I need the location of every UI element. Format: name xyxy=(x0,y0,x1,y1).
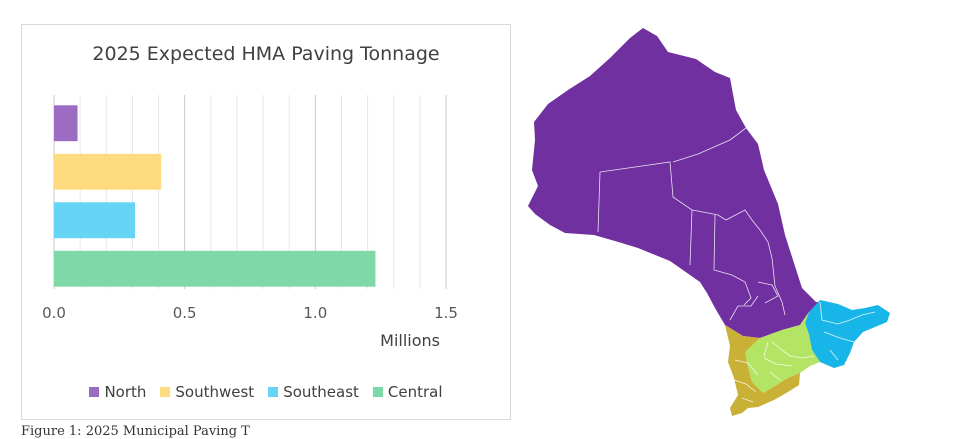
chart-legend: North Southwest Southeast Central xyxy=(22,383,510,401)
map-region-central xyxy=(745,312,820,393)
legend-item-central: Central xyxy=(372,383,443,401)
legend-swatch-southeast xyxy=(268,387,279,397)
chart-panel: 2025 Expected HMA Paving Tonnage 0.0 0.5 1… xyxy=(21,24,511,420)
bar-central xyxy=(54,250,376,287)
map-region-north xyxy=(528,28,825,338)
map-borders xyxy=(597,127,876,403)
map-region-southeast xyxy=(805,300,890,368)
ontario-region-map xyxy=(528,28,890,416)
legend-label-southeast: Southeast xyxy=(283,383,359,401)
map-region-southwest xyxy=(725,325,800,416)
x-tick-label: 1.0 xyxy=(303,304,327,322)
x-axis-unit-label: Millions xyxy=(380,331,440,350)
x-tick-label: 0.5 xyxy=(173,304,197,322)
legend-item-north: North xyxy=(89,383,146,401)
x-tick-label: 0.0 xyxy=(42,304,66,322)
bar-southwest xyxy=(54,153,162,190)
legend-label-southwest: Southwest xyxy=(175,383,255,401)
bar-southeast xyxy=(54,202,136,239)
figure-caption: Figure 1: 2025 Municipal Paving T xyxy=(21,424,250,439)
legend-swatch-central xyxy=(372,387,383,397)
bar-chart: 0.0 0.5 1.0 1.5 xyxy=(42,95,458,322)
legend-label-north: North xyxy=(104,383,147,401)
chart-title: 2025 Expected HMA Paving Tonnage xyxy=(92,43,440,65)
legend-swatch-north xyxy=(89,387,100,397)
bar-north xyxy=(54,105,78,142)
legend-swatch-southwest xyxy=(160,387,171,397)
x-tick-label: 1.5 xyxy=(434,304,458,322)
legend-item-southeast: Southeast xyxy=(268,383,359,401)
legend-label-central: Central xyxy=(387,383,443,401)
legend-item-southwest: Southwest xyxy=(160,383,254,401)
